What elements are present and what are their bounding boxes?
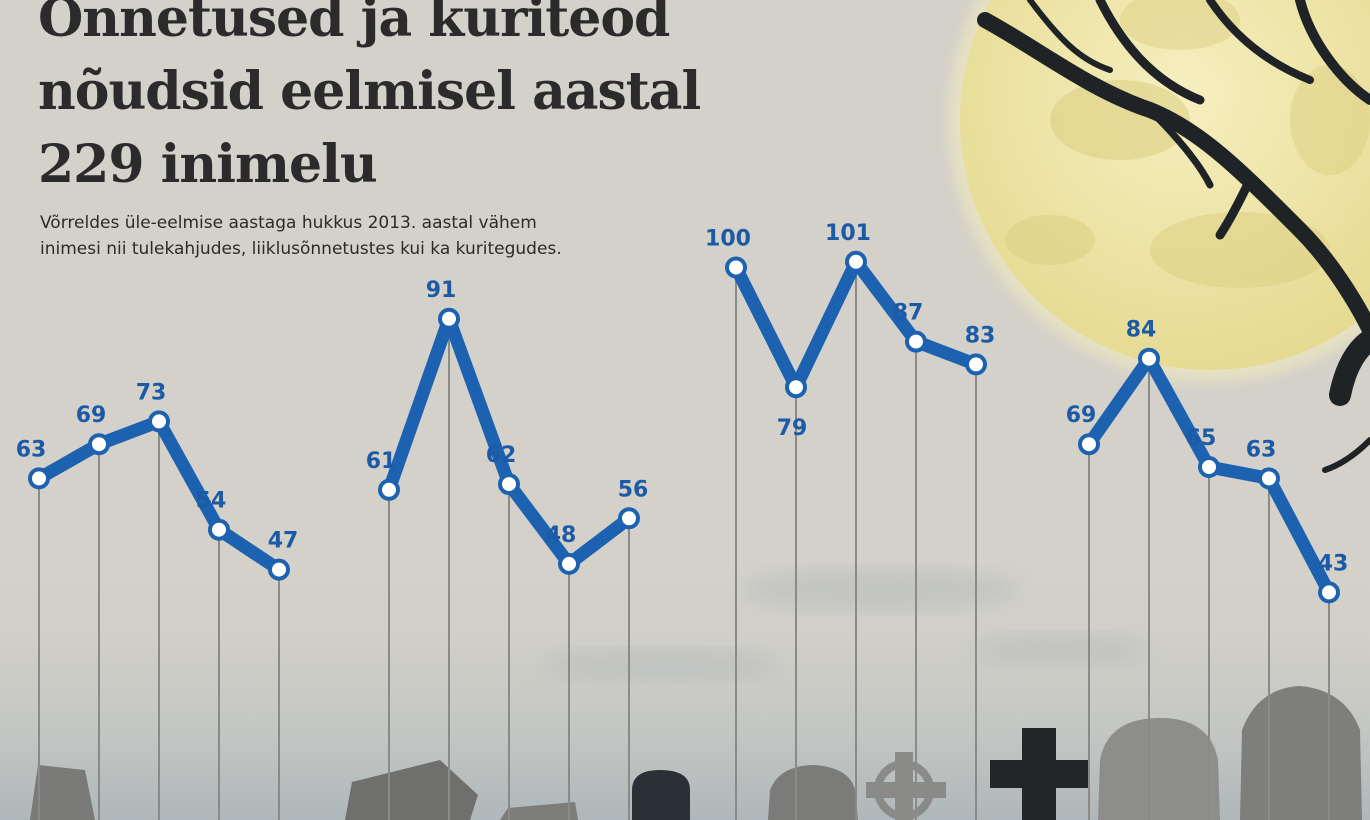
tombstone xyxy=(345,760,478,820)
data-label: 65 xyxy=(1186,426,1217,451)
celtic-cross xyxy=(866,752,946,820)
data-point-marker xyxy=(378,478,400,501)
data-label: 87 xyxy=(893,301,924,326)
chart-area: 63 69 73 54 47 61 91 62 48 56 100 79 101 87 83 69 84 65 63… xyxy=(16,221,1349,820)
data-label: 54 xyxy=(196,489,227,514)
data-label: 84 xyxy=(1126,318,1157,343)
data-point-marker xyxy=(208,518,230,541)
line-chart-4: 69 84 65 63 43 xyxy=(1066,318,1349,820)
data-label: 63 xyxy=(16,437,47,462)
data-label: 69 xyxy=(1066,403,1097,428)
data-point-marker xyxy=(148,410,170,433)
page-title: Õnnetused ja kuriteod nõudsid eelmisel a… xyxy=(38,0,701,195)
data-point-marker xyxy=(1318,581,1340,604)
data-point-marker xyxy=(965,353,987,376)
data-point-marker xyxy=(725,256,747,279)
data-point-marker xyxy=(1258,467,1280,490)
data-label: 69 xyxy=(76,403,107,428)
data-point-marker xyxy=(1198,456,1220,478)
data-label: 56 xyxy=(618,477,649,502)
fog-cloud xyxy=(740,568,1020,612)
tombstone xyxy=(1240,686,1362,820)
tombstone xyxy=(500,802,578,820)
data-label: 73 xyxy=(136,380,167,405)
fog-cloud xyxy=(540,649,780,681)
data-point-marker xyxy=(438,307,460,330)
data-point-marker xyxy=(1138,347,1160,370)
line-chart-2: 61 91 62 48 56 xyxy=(366,278,649,820)
data-point-marker xyxy=(845,250,867,273)
data-label: 62 xyxy=(486,443,517,468)
line-chart-3: 100 79 101 87 83 xyxy=(705,221,995,820)
tombstone xyxy=(30,765,95,820)
data-point-marker xyxy=(88,433,110,456)
data-label: 48 xyxy=(546,523,577,548)
fog-cloud xyxy=(970,634,1150,666)
tombstone xyxy=(1098,718,1220,820)
tombstone xyxy=(768,765,858,820)
data-point-marker xyxy=(268,558,290,581)
data-point-marker xyxy=(905,330,927,353)
data-point-marker xyxy=(785,376,807,399)
moon-illustration xyxy=(948,0,1370,382)
data-label: 100 xyxy=(705,227,751,252)
graveyard-illustration xyxy=(30,686,1362,820)
data-label: 63 xyxy=(1246,437,1277,462)
data-point-marker xyxy=(28,467,50,490)
data-point-marker xyxy=(498,473,520,496)
cross-tombstone xyxy=(990,728,1090,820)
data-point-marker xyxy=(618,507,640,530)
data-label: 101 xyxy=(825,221,871,246)
line-chart-1: 63 69 73 54 47 xyxy=(16,380,299,820)
data-label: 91 xyxy=(426,278,457,303)
data-label: 47 xyxy=(268,529,299,554)
data-label: 43 xyxy=(1318,551,1349,576)
data-label: 79 xyxy=(777,416,808,441)
data-point-marker xyxy=(558,552,580,575)
data-label: 61 xyxy=(366,449,397,474)
tombstone xyxy=(632,770,690,820)
tree-branches xyxy=(977,0,1370,473)
data-label: 83 xyxy=(965,323,996,348)
page-subtitle: Võrreldes üle-eelmise aastaga hukkus 201… xyxy=(40,213,562,259)
data-point-marker xyxy=(1078,433,1100,456)
